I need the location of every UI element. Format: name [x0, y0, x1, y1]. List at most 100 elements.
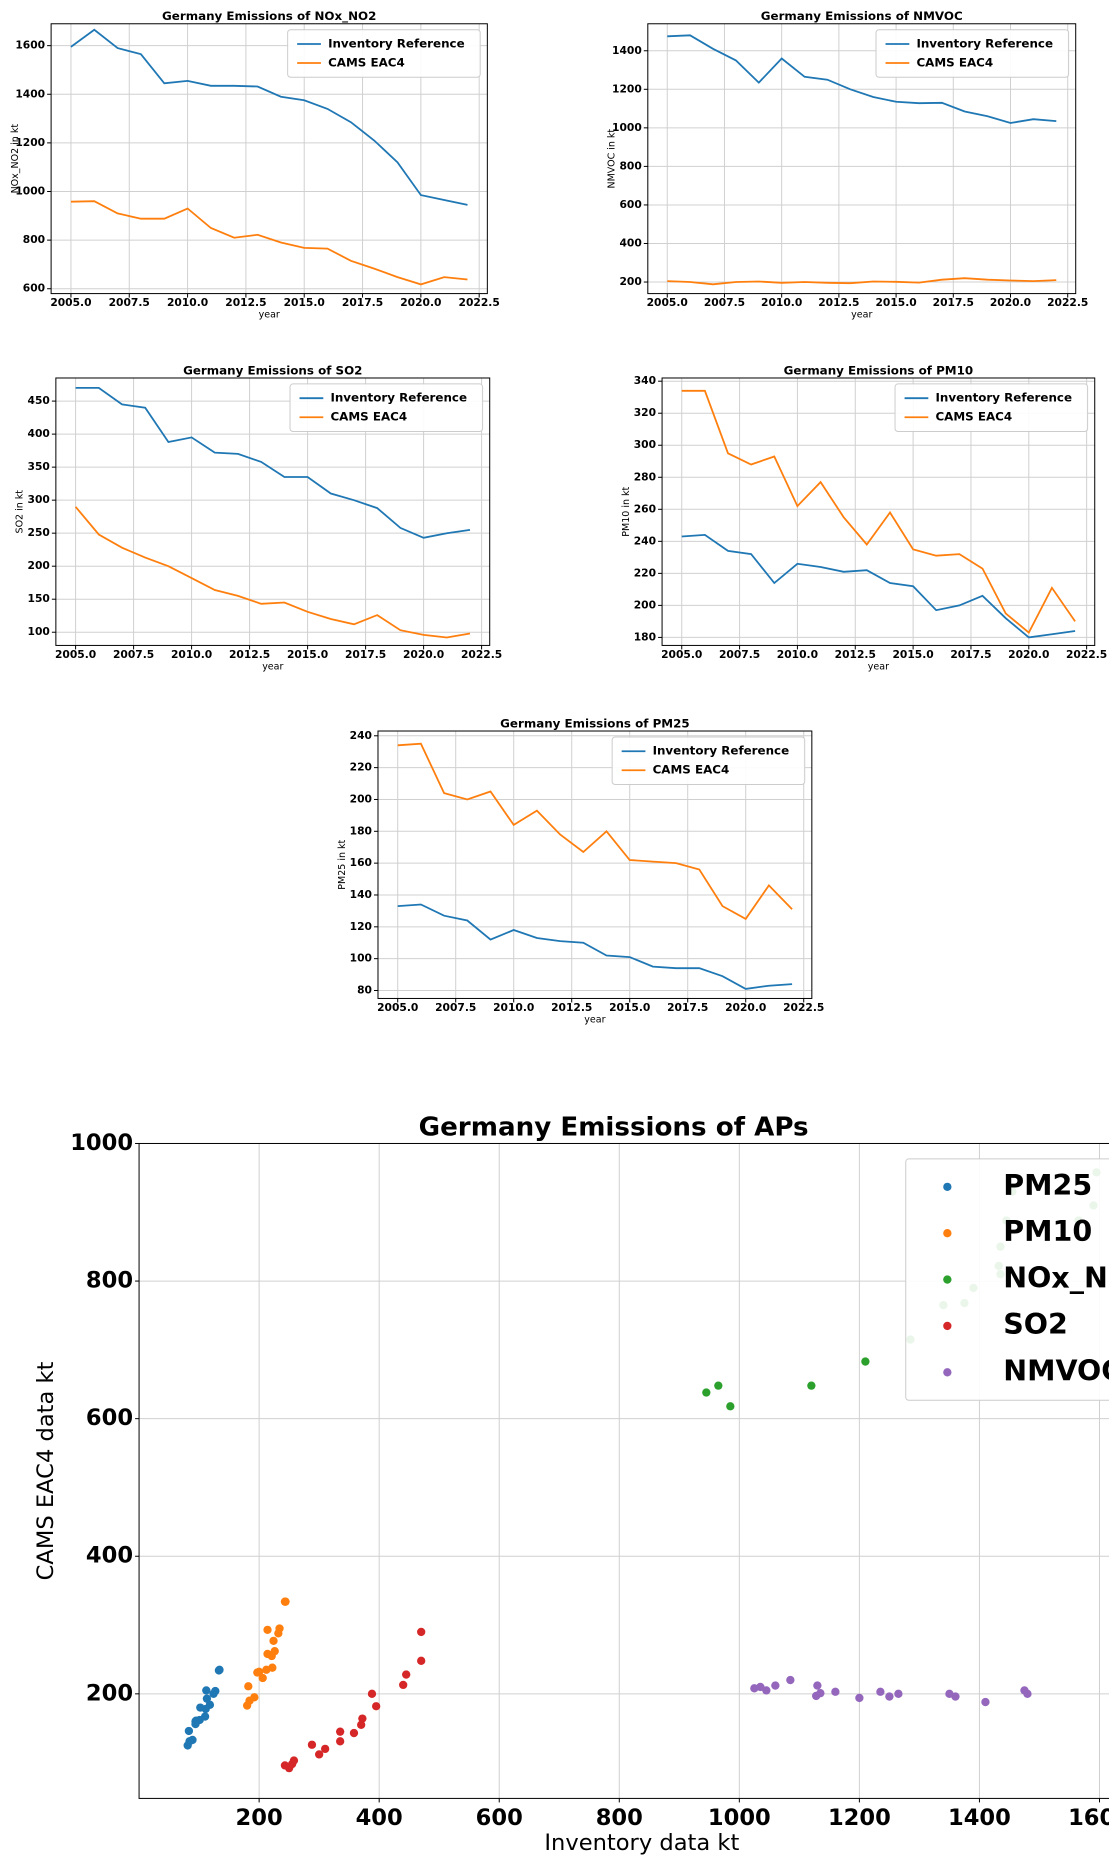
- chart-title: Germany Emissions of NOx_NO2: [162, 9, 376, 24]
- x-axis-label: Inventory data kt: [544, 1830, 739, 1856]
- scatter-point: [417, 1656, 426, 1665]
- scatter-point: [307, 1740, 317, 1749]
- series-line: [70, 28, 468, 206]
- scatter-point: [349, 1728, 359, 1738]
- series-line: [681, 389, 1076, 634]
- scatter-point: [209, 1689, 218, 1699]
- legend-label: NMVOC: [1003, 1354, 1109, 1387]
- scatter-point: [855, 1693, 864, 1703]
- scatter-point: [196, 1703, 205, 1712]
- x-tick-label: 2022.5: [1066, 648, 1107, 661]
- plot-frame: [50, 23, 488, 295]
- x-tick-label: 2010.0: [167, 296, 208, 309]
- x-tick-label: 2012.5: [229, 648, 270, 661]
- x-axis-label: year: [868, 661, 889, 672]
- scatter-point: [281, 1597, 290, 1606]
- y-axis-label: CAMS EAC4 data kt: [33, 1361, 59, 1580]
- y-tick-label: 600: [86, 1405, 133, 1431]
- y-tick-label: 340: [634, 374, 656, 387]
- y-tick-label: 100: [350, 952, 372, 965]
- x-axis-label: year: [851, 309, 872, 320]
- scatter-point: [714, 1381, 723, 1390]
- y-tick-label: 150: [28, 592, 50, 605]
- x-axis-label: year: [584, 1014, 605, 1025]
- x-tick-label: 2020.0: [400, 296, 441, 309]
- x-tick-label: 2020.0: [725, 1001, 766, 1014]
- scatter-point: [202, 1686, 211, 1695]
- chart: 180 200 220 240 260 280 300 320 340 2005.0 2007.5 2…: [621, 363, 1107, 672]
- legend-label: PM10: [1003, 1215, 1092, 1248]
- chart: 600 800 1000 1200 1400 1600 2005.0 2007.5 2010.0…: [10, 9, 500, 320]
- scatter-point: [185, 1737, 194, 1746]
- y-tick-label: 220: [634, 566, 656, 579]
- scatter-point: [372, 1702, 381, 1711]
- x-tick-label: 2012.5: [551, 1001, 592, 1014]
- x-tick-label: 2005.0: [50, 296, 91, 309]
- legend-label: CAMS EAC4: [653, 763, 730, 777]
- y-tick-label: 200: [619, 275, 641, 288]
- x-tick-label: 2010.0: [171, 648, 212, 661]
- chart-title: Germany Emissions of SO2: [183, 363, 362, 377]
- x-tick-label: 2007.5: [704, 296, 745, 309]
- y-axis-label: NMVOC in kt: [607, 129, 618, 189]
- x-tick-label: 2005.0: [377, 1001, 418, 1014]
- scatter-point: [358, 1714, 367, 1723]
- scatter-point: [981, 1697, 990, 1707]
- scatter-point: [786, 1675, 795, 1685]
- legend-box: [905, 1158, 1109, 1401]
- x-tick-label: 2015.0: [892, 648, 933, 661]
- legend-swatch: [943, 1368, 952, 1377]
- x-tick-label: 2017.5: [345, 648, 386, 661]
- y-tick-label: 280: [634, 470, 656, 483]
- scatter-point: [367, 1689, 377, 1699]
- plot-frame: [55, 377, 491, 646]
- scatter-point: [812, 1691, 821, 1701]
- x-tick-label: 2020.0: [403, 648, 444, 661]
- x-tick-label: 2015.0: [284, 296, 325, 309]
- x-tick-label: 1000: [708, 1805, 771, 1831]
- y-tick-label: 800: [23, 233, 45, 246]
- plot-frame: [647, 23, 1077, 295]
- x-tick-label: 2017.5: [950, 648, 991, 661]
- scatter-point: [215, 1665, 224, 1674]
- series-line: [397, 903, 793, 990]
- series-line: [681, 533, 1076, 639]
- x-axis-label: year: [259, 309, 280, 320]
- legend-label: CAMS EAC4: [935, 410, 1012, 424]
- chart-title: Germany Emissions of APs: [419, 1112, 809, 1142]
- x-tick-label: 2022.5: [461, 648, 502, 661]
- x-tick-label: 2022.5: [459, 296, 500, 309]
- y-tick-label: 800: [619, 159, 641, 172]
- x-tick-label: 2007.5: [435, 1001, 476, 1014]
- y-tick-label: 1000: [612, 121, 642, 134]
- scatter-point: [335, 1727, 345, 1736]
- scatter-point: [263, 1649, 272, 1659]
- y-tick-label: 400: [28, 427, 50, 440]
- chart-title: Germany Emissions of PM25: [500, 716, 689, 730]
- y-tick-label: 1400: [15, 87, 45, 100]
- legend-box: [287, 29, 481, 78]
- scatter-point: [417, 1627, 426, 1637]
- x-tick-label: 2015.0: [875, 296, 916, 309]
- scatter-point: [244, 1682, 253, 1691]
- y-axis-label: NOx_NO2 in kt: [10, 124, 21, 194]
- plot-frame: [661, 377, 1096, 646]
- legend-label: Inventory Reference: [916, 36, 1053, 50]
- y-tick-label: 320: [634, 406, 656, 419]
- y-tick-label: 400: [619, 236, 641, 249]
- y-tick-label: 450: [28, 394, 50, 407]
- scatter-point: [807, 1381, 816, 1390]
- legend-swatch: [943, 1229, 952, 1238]
- scatter-point: [831, 1687, 840, 1696]
- legend-label: CAMS EAC4: [328, 55, 405, 69]
- scatter-point: [771, 1681, 780, 1690]
- scatter-point: [894, 1689, 903, 1699]
- y-tick-label: 600: [23, 282, 45, 295]
- scatter-point: [885, 1692, 894, 1701]
- y-tick-label: 1400: [612, 44, 642, 57]
- y-tick-label: 400: [86, 1543, 133, 1569]
- series-line: [75, 387, 471, 539]
- y-tick-label: 200: [86, 1680, 133, 1706]
